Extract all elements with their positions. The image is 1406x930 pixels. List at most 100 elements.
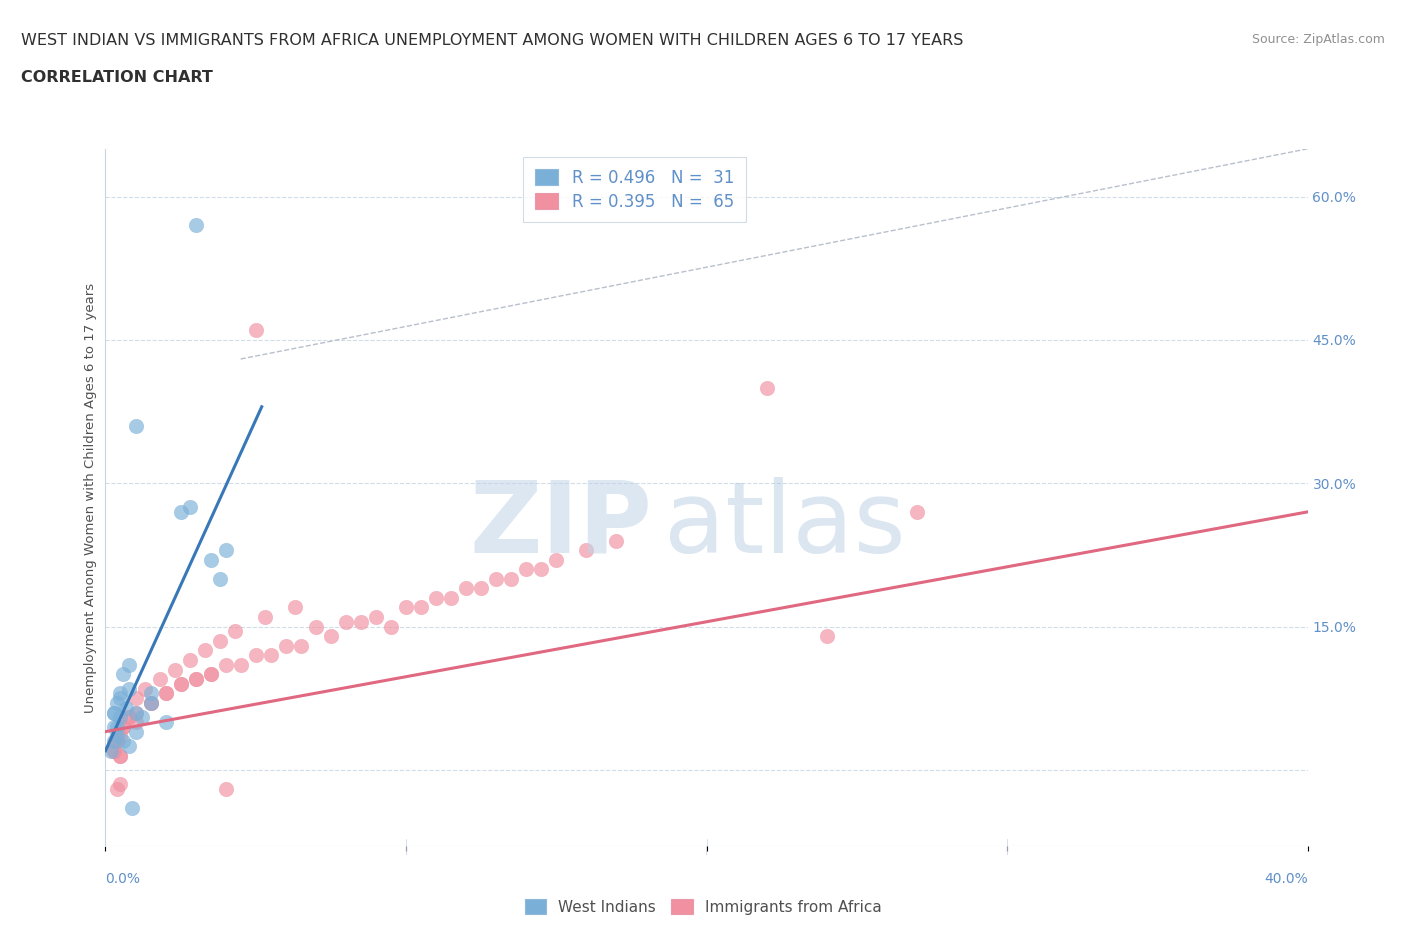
Point [440, 591, 463, 605]
Point [110, 777, 132, 791]
Point [305, 619, 328, 634]
Legend: West Indians, Immigrants from Africa: West Indians, Immigrants from Africa [524, 899, 882, 915]
Point [134, 681, 156, 696]
Point [131, 710, 153, 724]
Point [335, 615, 357, 630]
Point [470, 581, 492, 596]
Point [107, 734, 129, 749]
Point [124, 705, 146, 720]
Point [124, 691, 146, 706]
Point [200, 667, 222, 682]
Point [155, 686, 177, 701]
Y-axis label: Unemployment Among Women with Children Ages 6 to 17 years: Unemployment Among Women with Children A… [84, 283, 97, 712]
Point [179, 653, 201, 668]
Point [124, 705, 146, 720]
Point [169, 676, 191, 691]
Point [103, 743, 125, 758]
Point [169, 676, 191, 691]
Point [139, 686, 162, 701]
Point [200, 667, 222, 682]
Point [284, 600, 307, 615]
Point [103, 720, 125, 735]
Text: |: | [405, 846, 408, 856]
Text: WEST INDIAN VS IMMIGRANTS FROM AFRICA UNEMPLOYMENT AMONG WOMEN WITH CHILDREN AGE: WEST INDIAN VS IMMIGRANTS FROM AFRICA UN… [21, 33, 963, 47]
Point [124, 724, 146, 739]
Point [179, 499, 201, 514]
Point [107, 781, 129, 796]
Point [605, 533, 627, 548]
Point [139, 696, 162, 711]
Point [319, 629, 342, 644]
Point [515, 562, 537, 577]
Point [815, 629, 838, 644]
Point [139, 696, 162, 711]
Point [112, 667, 135, 682]
Point [245, 323, 267, 338]
Point [163, 662, 186, 677]
Text: |: | [1005, 846, 1008, 856]
Point [155, 714, 177, 729]
Point [107, 720, 129, 735]
Point [214, 658, 236, 672]
Point [546, 552, 568, 567]
Point [107, 734, 129, 749]
Point [425, 591, 447, 605]
Point [110, 686, 132, 701]
Text: atlas: atlas [665, 477, 905, 574]
Point [214, 543, 236, 558]
Point [139, 696, 162, 711]
Point [224, 624, 246, 639]
Point [112, 720, 135, 735]
Point [409, 600, 432, 615]
Point [501, 571, 523, 586]
Point [110, 729, 132, 744]
Point [107, 729, 129, 744]
Point [253, 609, 276, 624]
Point [229, 658, 252, 672]
Point [456, 581, 478, 596]
Point [208, 633, 231, 648]
Point [118, 738, 141, 753]
Point [208, 571, 231, 586]
Point [110, 691, 132, 706]
Point [290, 638, 312, 653]
Text: CORRELATION CHART: CORRELATION CHART [21, 70, 212, 85]
Text: Source: ZipAtlas.com: Source: ZipAtlas.com [1251, 33, 1385, 46]
Point [200, 552, 222, 567]
Point [364, 609, 387, 624]
Point [380, 619, 402, 634]
Point [118, 658, 141, 672]
Point [112, 734, 135, 749]
Text: ZIP: ZIP [470, 477, 652, 574]
Point [103, 734, 125, 749]
Point [194, 643, 217, 658]
Point [169, 504, 191, 519]
Point [148, 671, 170, 686]
Text: 0.0%: 0.0% [105, 871, 141, 886]
Text: |: | [704, 846, 709, 856]
Point [184, 671, 207, 686]
Point [103, 705, 125, 720]
Point [184, 671, 207, 686]
Point [107, 696, 129, 711]
Point [395, 600, 418, 615]
Point [112, 720, 135, 735]
Point [485, 571, 508, 586]
Point [124, 418, 146, 433]
Text: 40.0%: 40.0% [1264, 871, 1308, 886]
Point [530, 562, 553, 577]
Point [350, 615, 373, 630]
Point [184, 218, 207, 232]
Point [214, 781, 236, 796]
Point [110, 710, 132, 724]
Point [274, 638, 297, 653]
Point [110, 748, 132, 763]
Point [118, 681, 141, 696]
Point [575, 543, 598, 558]
Point [100, 743, 122, 758]
Point [905, 504, 928, 519]
Point [245, 648, 267, 663]
Point [110, 748, 132, 763]
Point [115, 700, 138, 715]
Point [121, 801, 143, 816]
